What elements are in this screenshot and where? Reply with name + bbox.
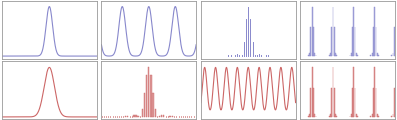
Bar <box>334 88 335 117</box>
Bar <box>336 116 337 117</box>
Bar <box>125 116 126 117</box>
Bar <box>352 27 353 56</box>
Bar <box>331 88 332 117</box>
Bar <box>378 55 379 56</box>
Bar <box>142 109 143 117</box>
Bar <box>356 114 357 117</box>
Bar <box>150 75 152 117</box>
Bar <box>391 116 392 117</box>
Bar <box>374 67 375 117</box>
Bar <box>357 116 358 117</box>
Bar <box>370 116 371 117</box>
Bar <box>378 116 379 117</box>
Bar <box>310 88 311 117</box>
Bar <box>356 53 357 56</box>
Bar <box>334 27 335 56</box>
Bar <box>161 115 162 117</box>
Bar <box>159 116 160 117</box>
Bar <box>137 116 139 117</box>
Bar <box>353 67 354 117</box>
Bar <box>331 27 332 56</box>
Bar <box>357 55 358 56</box>
Bar <box>154 109 156 117</box>
Bar <box>152 93 154 117</box>
Bar <box>314 114 315 117</box>
Bar <box>370 55 371 56</box>
Bar <box>394 88 395 117</box>
Bar <box>353 7 354 56</box>
Bar <box>373 88 374 117</box>
Bar <box>336 55 337 56</box>
Bar <box>335 114 336 117</box>
Bar <box>172 116 173 117</box>
Bar <box>170 116 171 117</box>
Bar <box>391 55 392 56</box>
Bar <box>135 115 137 117</box>
Bar <box>127 116 128 117</box>
Bar <box>309 53 310 56</box>
Bar <box>350 55 351 56</box>
Bar <box>350 116 351 117</box>
Bar <box>148 67 149 117</box>
Bar <box>394 27 395 56</box>
Bar <box>163 115 164 117</box>
Bar <box>329 55 330 56</box>
Bar <box>133 115 135 117</box>
Bar <box>351 114 352 117</box>
Bar <box>351 53 352 56</box>
Bar <box>309 114 310 117</box>
Bar <box>330 114 331 117</box>
Bar <box>329 116 330 117</box>
Bar <box>313 88 314 117</box>
Bar <box>352 88 353 117</box>
Bar <box>313 27 314 56</box>
Bar <box>144 93 145 117</box>
Bar <box>335 53 336 56</box>
Bar <box>308 116 309 117</box>
Bar <box>377 53 378 56</box>
Bar <box>374 7 375 56</box>
Bar <box>373 27 374 56</box>
Bar <box>377 114 378 117</box>
Bar <box>308 55 309 56</box>
Bar <box>146 75 147 117</box>
Bar <box>310 27 311 56</box>
Bar <box>330 53 331 56</box>
Bar <box>314 53 315 56</box>
